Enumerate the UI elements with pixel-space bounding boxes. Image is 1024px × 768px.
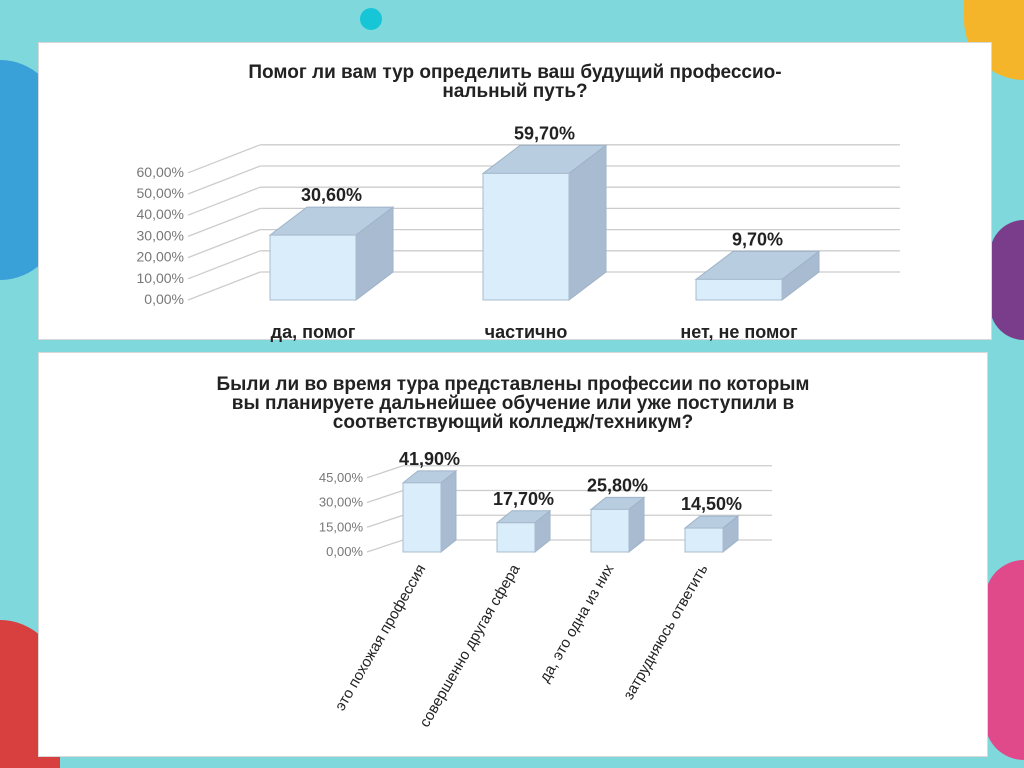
bar	[695, 278, 783, 301]
x-category-label: да, помог	[271, 322, 356, 342]
y-tick-label: 45,00%	[319, 470, 364, 485]
bar	[590, 508, 630, 553]
x-category-label: затрудняюсь ответить	[620, 561, 711, 702]
chart-title: Помог ли вам тур определить ваш будущий …	[39, 63, 991, 101]
grid-diagonal	[187, 207, 261, 238]
bar	[402, 482, 442, 553]
decor-circle	[990, 220, 1024, 340]
title-line: Были ли во время тура представлены профе…	[216, 374, 810, 395]
y-tick-label: 15,00%	[319, 519, 364, 534]
title-line: вы планируете дальнейшее обучение или уж…	[231, 393, 795, 414]
y-tick-label: 50,00%	[137, 185, 184, 201]
grid-diagonal	[187, 144, 261, 174]
x-category-label: совершенно другая сфера	[416, 561, 524, 730]
bar-side	[568, 144, 607, 302]
y-tick-label: 60,00%	[137, 164, 184, 180]
x-category-label: частично	[485, 322, 568, 342]
x-category-label: это похожая профессия	[332, 562, 430, 714]
bar	[482, 172, 570, 301]
title-line: соответствующий колледж/техникум?	[332, 412, 694, 433]
data-label: 25,80%	[587, 475, 648, 495]
grid-diagonal	[187, 271, 261, 301]
grid-diagonal	[187, 228, 261, 259]
grid-diagonal	[187, 250, 261, 280]
y-tick-label: 40,00%	[137, 206, 184, 222]
y-tick-label: 10,00%	[137, 270, 184, 286]
decor-dot	[360, 8, 382, 30]
x-category-label: да, это одна из них	[536, 561, 618, 685]
data-label: 41,90%	[399, 449, 460, 469]
title-line: нальный путь?	[442, 81, 588, 102]
grid-diagonal	[366, 514, 404, 528]
bar-side	[440, 469, 457, 554]
grid-diagonal	[366, 489, 404, 504]
data-label: 17,70%	[493, 489, 554, 509]
grid-diagonal	[366, 465, 404, 479]
y-tick-label: 30,00%	[137, 227, 184, 243]
y-tick-label: 20,00%	[137, 249, 184, 265]
bar	[269, 234, 357, 301]
data-label: 14,50%	[681, 494, 742, 514]
grid-diagonal	[187, 186, 261, 216]
y-tick-label: 30,00%	[319, 495, 364, 510]
y-tick-label: 0,00%	[144, 291, 184, 307]
title-line: Помог ли вам тур определить ваш будущий …	[248, 62, 782, 83]
data-label: 59,70%	[514, 123, 575, 143]
grid-diagonal	[187, 165, 261, 195]
bar	[496, 522, 536, 553]
x-category-label: нет, не помог	[680, 322, 798, 342]
chart-title: Были ли во время тура представлены профе…	[39, 375, 987, 432]
data-label: 9,70%	[732, 229, 783, 249]
grid-diagonal	[366, 539, 404, 553]
y-tick-label: 0,00%	[326, 544, 363, 559]
data-label: 30,60%	[301, 185, 362, 205]
chart-panel-2: Были ли во время тура представлены профе…	[38, 352, 988, 757]
decor-circle	[985, 560, 1024, 760]
bar	[684, 527, 724, 553]
